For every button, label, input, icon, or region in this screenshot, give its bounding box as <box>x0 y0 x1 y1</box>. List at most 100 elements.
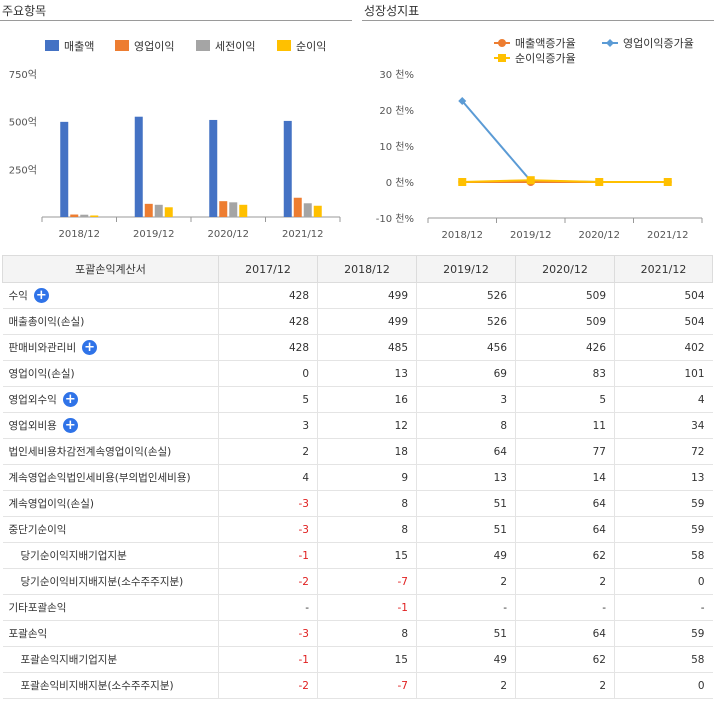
table-cell: 0 <box>614 672 713 699</box>
bar <box>60 121 69 217</box>
legend-label: 영업이익 <box>134 40 174 53</box>
table-cell: 14 <box>515 464 615 491</box>
table-cell: 64 <box>515 490 615 517</box>
table-cell: 101 <box>614 360 713 387</box>
table-cell: 69 <box>416 360 516 387</box>
table-cell: 13 <box>416 464 516 491</box>
bar <box>154 204 163 217</box>
table-cell: -3 <box>218 490 318 517</box>
legend-swatch <box>115 40 129 51</box>
table-cell: -3 <box>218 620 318 647</box>
data-point <box>458 97 467 105</box>
bar <box>229 202 238 217</box>
table-row: 포괄손익지배기업지분 -1 15 49 62 58 <box>2 646 713 673</box>
x-tick-label: 2019/12 <box>133 229 175 240</box>
table-row: 포괄손익 -3 8 51 64 59 <box>2 620 713 647</box>
data-point <box>663 178 672 186</box>
row-label-text: 법인세비용차감전계속영업이익(손실) <box>8 446 172 458</box>
row-label: 영업외수익 + <box>2 386 219 413</box>
table-cell: 15 <box>317 646 417 673</box>
table-cell: - <box>416 594 516 621</box>
table-cell: 526 <box>416 282 516 309</box>
row-label-text: 당기순이익비지배지분(소수주주지분) <box>20 576 184 588</box>
table-cell: 3 <box>416 386 516 413</box>
row-label-text: 계속영업손익법인세비용(부의법인세비용) <box>8 472 191 484</box>
legend-label: 매출액 <box>64 40 94 53</box>
table-row: 법인세비용차감전계속영업이익(손실) 2 18 64 77 72 <box>2 438 713 465</box>
table-cell: 2 <box>218 438 318 465</box>
table-cell: 59 <box>614 620 713 647</box>
table-cell: 15 <box>317 542 417 569</box>
table-cell: 0 <box>614 568 713 595</box>
table-header-row: 포괄손익계산서 2017/12 2018/12 2019/12 2020/12 … <box>2 255 713 283</box>
header-cell: 2021/12 <box>614 255 713 283</box>
table-cell: 2 <box>515 568 615 595</box>
legend-swatch <box>277 40 291 51</box>
expand-plus-icon[interactable]: + <box>62 392 78 408</box>
table-cell: 8 <box>317 516 417 543</box>
legend-label: 매출액증가율 <box>515 37 576 50</box>
row-label-text: 포괄손익비지배지분(소수주주지분) <box>20 680 174 692</box>
table-cell: 72 <box>614 438 713 465</box>
row-label-text: 계속영업이익(손실) <box>8 498 94 510</box>
row-label: 영업외비용 + <box>2 412 219 439</box>
table-cell: 2 <box>416 568 516 595</box>
table-row: 계속영업이익(손실) -3 8 51 64 59 <box>2 490 713 517</box>
expand-plus-icon[interactable]: + <box>62 418 78 434</box>
right-title-rule <box>362 20 714 21</box>
table-cell: - <box>218 594 318 621</box>
table-cell: 13 <box>317 360 417 387</box>
legend-marker <box>498 39 506 47</box>
bar <box>80 214 89 217</box>
expand-plus-icon[interactable]: + <box>82 340 98 356</box>
table-cell: 8 <box>317 620 417 647</box>
bar <box>303 203 312 217</box>
expand-plus-icon[interactable]: + <box>33 288 49 304</box>
legend-marker <box>498 54 506 62</box>
row-label: 포괄손익지배기업지분 <box>2 646 219 673</box>
data-point <box>595 178 604 186</box>
table-cell: 51 <box>416 490 516 517</box>
table-cell: 11 <box>515 412 615 439</box>
row-label: 포괄손익비지배지분(소수주주지분) <box>2 672 219 699</box>
y-tick-label: 30 천% <box>379 69 414 81</box>
table-cell: 18 <box>317 438 417 465</box>
table-row: 포괄손익비지배지분(소수주주지분) -2 -7 2 2 0 <box>2 672 713 699</box>
table-cell: 509 <box>515 282 615 309</box>
table-cell: -7 <box>317 568 417 595</box>
bar <box>293 197 302 217</box>
row-label-text: 판매비와관리비 <box>8 341 77 354</box>
table-cell: 5 <box>218 386 318 413</box>
table-row: 영업외수익 +5 16 3 5 4 <box>2 386 713 413</box>
y-tick-label: 0 천% <box>386 177 414 189</box>
row-label-text: 중단기순이익 <box>8 524 67 536</box>
income-statement-table: 포괄손익계산서 2017/12 2018/12 2019/12 2020/12 … <box>2 255 713 699</box>
legend-marker <box>606 39 614 47</box>
row-label: 수익 + <box>2 282 219 309</box>
legend-swatch <box>196 40 210 51</box>
table-cell: 8 <box>317 490 417 517</box>
table-cell: 426 <box>515 334 615 361</box>
bar <box>70 214 79 217</box>
table-cell: - <box>614 594 713 621</box>
table-row: 당기순이익비지배지분(소수주주지분) -2 -7 2 2 0 <box>2 568 713 595</box>
left-title-rule <box>0 20 352 21</box>
table-cell: 64 <box>515 516 615 543</box>
row-label-text: 포괄손익 <box>8 628 48 640</box>
table-cell: 402 <box>614 334 713 361</box>
table-cell: -1 <box>218 542 318 569</box>
table-cell: 34 <box>614 412 713 439</box>
table-row: 영업이익(손실) 0 13 69 83 101 <box>2 360 713 387</box>
bar <box>209 119 218 217</box>
table-cell: -1 <box>218 646 318 673</box>
bar <box>313 205 322 217</box>
table-cell: -2 <box>218 568 318 595</box>
table-cell: 504 <box>614 282 713 309</box>
table-cell: 64 <box>416 438 516 465</box>
series-line <box>461 100 668 183</box>
table-row: 매출총이익(손실) 428 499 526 509 504 <box>2 308 713 335</box>
table-cell: 526 <box>416 308 516 335</box>
row-label: 영업이익(손실) <box>2 360 219 387</box>
bar <box>239 204 248 217</box>
